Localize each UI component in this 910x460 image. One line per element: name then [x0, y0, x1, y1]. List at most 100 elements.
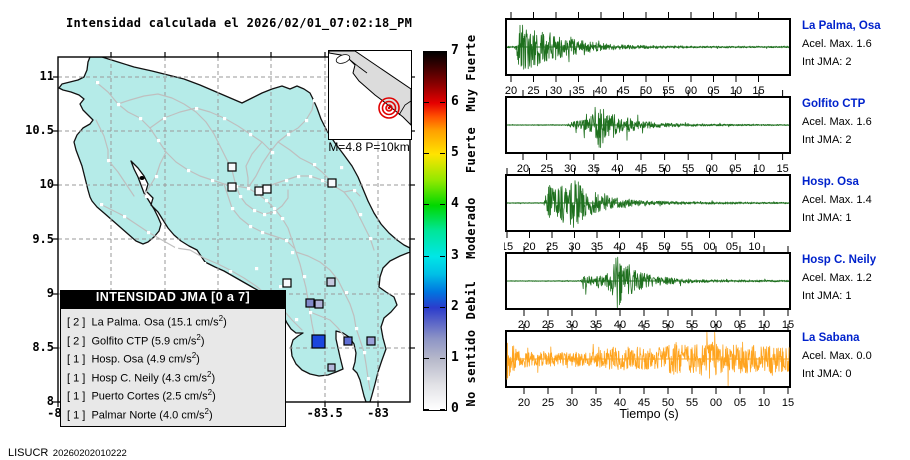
station-dot — [287, 133, 291, 137]
station-dot — [271, 151, 275, 155]
station-dot — [353, 189, 357, 193]
int-jma-label: Int JMA: 1 — [802, 290, 852, 302]
trace-time-tick: 45 — [638, 397, 650, 409]
map-x-tick-label: -83 — [367, 406, 389, 420]
map-y-tick-label: 9 — [46, 285, 54, 300]
colorbar-tick — [440, 255, 445, 257]
map-title: Intensidad calculada el 2026/02/01_07:02… — [66, 16, 413, 30]
epicenter-inset-map — [328, 50, 412, 140]
trace-time-tick: 10 — [748, 241, 760, 253]
waveform — [506, 106, 790, 148]
trace-time-tick: 00 — [706, 163, 718, 175]
colorbar-tick — [424, 51, 429, 52]
legend-item: [ 2 ] La Palma. Osa (15.1 cm/s2) — [67, 314, 227, 329]
legend-item: [ 1 ] Palmar Norte (4.0 cm/s2) — [67, 406, 213, 422]
station-dot — [249, 225, 253, 229]
trace-time-tick: 50 — [662, 397, 674, 409]
station-dot — [369, 237, 373, 241]
station-dot — [247, 187, 251, 191]
station-dot — [345, 291, 349, 295]
trace-plot-4: 20 25 30 35 40 45 50 55 00 05 10 15 — [505, 324, 794, 409]
station-dot — [257, 193, 261, 197]
intensity-marker — [326, 277, 336, 287]
colorbar-tick — [424, 153, 429, 155]
trace-time-tick: 15 — [504, 241, 513, 253]
zero-intensity-marker — [282, 278, 292, 288]
station-dot — [273, 211, 277, 215]
station-dot — [255, 267, 259, 271]
trace-time-tick: 25 — [546, 241, 558, 253]
station-info: La Palma, Osa Acel. Max. 1.6 Int JMA: 2 — [802, 20, 908, 68]
station-dot — [203, 262, 207, 266]
time-axis-label: Tiempo (s) — [619, 407, 679, 421]
intensity-marker — [314, 299, 324, 309]
trace-time-tick: 30 — [568, 241, 580, 253]
trace-time-tick: 55 — [686, 397, 698, 409]
intensity-marker — [305, 298, 315, 308]
trace-time-tick: 25 — [527, 85, 539, 97]
station-name: La Palma, Osa — [802, 20, 881, 32]
station-dot — [263, 213, 267, 217]
station-dot — [279, 285, 283, 289]
colorbar-tick — [440, 408, 445, 410]
station-dot — [295, 318, 299, 322]
station-info: Golfito CTP Acel. Max. 1.6 Int JMA: 2 — [802, 98, 908, 146]
station-info: Hosp C. Neily Acel. Max. 1.2 Int JMA: 1 — [802, 254, 908, 302]
station-dot — [273, 207, 277, 211]
colorbar-tick — [424, 255, 429, 257]
station-dot — [155, 175, 159, 179]
colorbar-value: 6 — [451, 94, 459, 110]
gulf-island — [139, 176, 145, 180]
station-dot — [281, 217, 285, 221]
map-y-tick-label: 10.5 — [25, 123, 54, 138]
colorbar-tick — [424, 408, 429, 410]
trace-time-tick: 25 — [542, 397, 554, 409]
station-dot — [309, 311, 313, 315]
station-name: Hosp C. Neily — [802, 254, 877, 266]
zero-intensity-marker — [227, 162, 237, 172]
run-code: 20260202010222 — [52, 448, 127, 459]
station-dot — [297, 175, 301, 179]
station-dot — [291, 251, 295, 255]
colorbar-tick — [424, 102, 429, 104]
intensity-marker — [327, 363, 336, 372]
waveform — [506, 180, 790, 228]
trace-time-tick: 50 — [640, 85, 652, 97]
colorbar-value: 4 — [451, 196, 459, 212]
colorbar-tick — [424, 306, 429, 308]
waveform — [506, 331, 790, 386]
waveform — [506, 256, 790, 308]
magnitude-depth-label: M=4.8 P=10km — [328, 140, 410, 154]
trace-time-tick: 00 — [710, 397, 722, 409]
map-y-tick-label: 8.5 — [32, 339, 54, 354]
station-dot — [139, 117, 143, 121]
station-dot — [175, 247, 179, 251]
station-name: Golfito CTP — [802, 98, 866, 110]
accel-max-label: Acel. Max. 1.4 — [802, 194, 872, 206]
station-dot — [223, 117, 227, 121]
station-name: Hosp. Osa — [802, 176, 859, 188]
trace-time-tick: 35 — [591, 241, 603, 253]
trace-time-tick: 55 — [681, 241, 693, 253]
intensity-colorbar — [423, 51, 447, 411]
map-y-tick-label: 10 — [39, 177, 54, 192]
station-dot — [363, 351, 367, 355]
trace-time-tick: 25 — [540, 163, 552, 175]
colorbar-value: 5 — [451, 145, 459, 161]
legend-item: [ 2 ] Golfito CTP (5.9 cm/s2) — [67, 332, 205, 348]
trace-time-tick: 35 — [590, 397, 602, 409]
station-dot — [96, 81, 100, 85]
zero-intensity-marker — [327, 178, 337, 188]
zero-intensity-marker — [254, 186, 264, 196]
station-dot — [359, 213, 363, 217]
station-dot — [163, 117, 167, 121]
legend-item: [ 1 ] Hosp C. Neily (4.3 cm/s2) — [67, 369, 216, 385]
colorbar-tick — [424, 357, 429, 359]
zero-intensity-marker — [262, 184, 272, 194]
accel-max-label: Acel. Max. 1.6 — [802, 116, 872, 128]
station-dot — [265, 199, 269, 203]
colorbar-value: 1 — [451, 349, 459, 365]
int-jma-label: Int JMA: 1 — [802, 212, 852, 224]
trace-time-tick: 15 — [782, 397, 794, 409]
